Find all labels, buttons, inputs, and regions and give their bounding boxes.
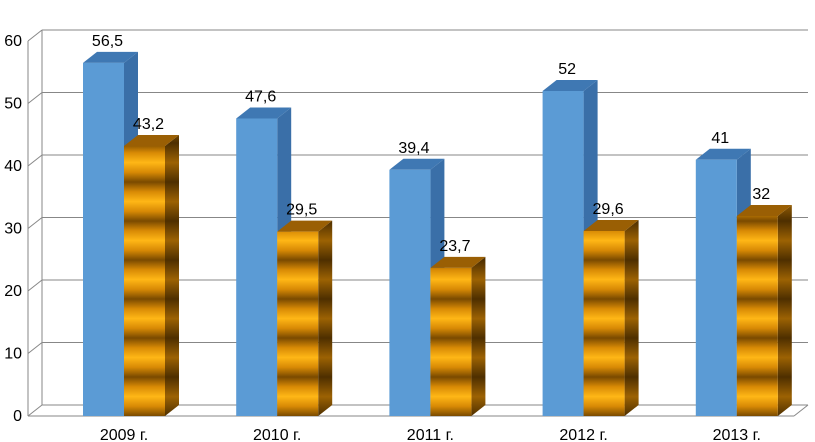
bar-top-series-2 [583, 220, 639, 231]
bar-top-series-1 [695, 148, 751, 160]
gridline-depth [27, 404, 43, 417]
bar-series-2 [277, 231, 319, 416]
data-label-series-1: 41 [711, 130, 729, 147]
y-tick-label: 40 [4, 158, 22, 175]
bar-top-series-2 [430, 256, 486, 268]
bar-top-series-1 [389, 158, 445, 170]
y-tick-label: 60 [4, 33, 22, 50]
y-tick-label: 0 [13, 408, 22, 425]
bar-series-1 [236, 118, 278, 416]
gridline-depth [27, 154, 43, 167]
bar-series-1 [542, 91, 584, 416]
gridline-depth [27, 92, 43, 104]
data-label-series-2: 43,2 [133, 116, 164, 133]
gridline-depth [27, 217, 43, 229]
data-label-series-2: 29,5 [286, 202, 317, 219]
bar-side-series-2 [471, 256, 486, 416]
bar-series-1 [389, 169, 431, 416]
x-tick-label: 2010 г. [253, 427, 301, 442]
y-tick-label: 20 [4, 283, 22, 300]
bar-top-series-1 [236, 107, 292, 119]
data-label-series-2: 23,7 [439, 238, 470, 255]
gridline-depth [27, 29, 43, 42]
floor-edge [793, 404, 809, 417]
bar-side-series-2 [318, 220, 333, 416]
bar-top-series-2 [277, 220, 333, 232]
data-label-series-2: 32 [752, 186, 770, 203]
y-tick-label: 50 [4, 96, 22, 113]
x-tick-label: 2009 г. [100, 427, 148, 442]
x-tick-label: 2011 г. [407, 427, 454, 442]
bar-series-1 [695, 159, 737, 416]
y-tick-label: 10 [4, 346, 22, 363]
bar-side-series-2 [165, 135, 179, 416]
bar-side-series-2 [624, 220, 639, 416]
x-tick-label: 2013 г. [713, 427, 761, 442]
bar-series-2 [583, 231, 625, 416]
data-label-series-1: 56,5 [92, 33, 123, 50]
data-label-series-1: 47,6 [245, 89, 276, 106]
bar-top-series-1 [542, 80, 598, 91]
gridline-depth [27, 279, 43, 292]
x-tick-label: 2012 г. [559, 427, 607, 442]
bar-top-series-2 [124, 135, 179, 146]
bar-top-series-2 [736, 205, 792, 216]
bar-series-1 [83, 62, 124, 416]
bars-layer [83, 51, 792, 416]
bar-side-series-2 [777, 205, 792, 416]
bar-series-2 [736, 216, 778, 416]
bar-series-2 [124, 146, 165, 416]
data-label-series-1: 39,4 [398, 140, 429, 157]
gridline-depth [27, 342, 43, 354]
data-label-series-1: 52 [558, 61, 576, 78]
data-label-series-2: 29,6 [593, 201, 624, 218]
bar-series-2 [430, 267, 472, 416]
bar-top-series-1 [83, 51, 138, 63]
y-tick-label: 30 [4, 221, 22, 238]
labels-layer: 56,5 43,2 2009 г. 47,6 29,5 2010 г. 39,4 23,7 20… [92, 33, 770, 442]
